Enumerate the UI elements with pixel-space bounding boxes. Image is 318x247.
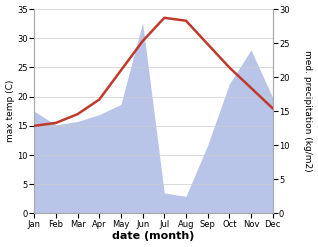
X-axis label: date (month): date (month) xyxy=(112,231,195,242)
Y-axis label: max temp (C): max temp (C) xyxy=(5,80,15,143)
Y-axis label: med. precipitation (kg/m2): med. precipitation (kg/m2) xyxy=(303,50,313,172)
